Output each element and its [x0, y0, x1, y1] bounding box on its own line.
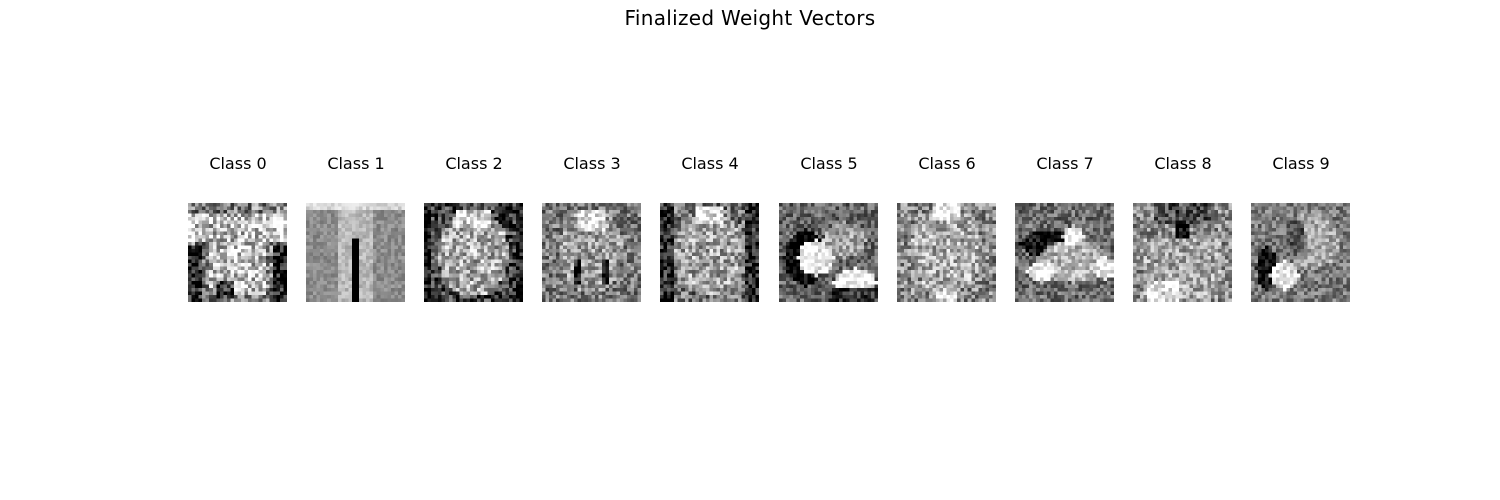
figure-title: Finalized Weight Vectors — [0, 6, 1500, 30]
weight-panel: Class 5 — [779, 154, 879, 302]
weight-image — [660, 203, 759, 302]
weight-image — [779, 203, 878, 302]
weight-panel: Class 6 — [897, 154, 997, 302]
weight-panel: Class 8 — [1133, 154, 1233, 302]
weight-panel: Class 2 — [424, 154, 524, 302]
weight-image — [1133, 203, 1232, 302]
weight-image — [424, 203, 523, 302]
weight-image — [306, 203, 405, 302]
weight-image — [1251, 203, 1350, 302]
weight-image — [542, 203, 641, 302]
weight-image — [1015, 203, 1114, 302]
weight-panel: Class 9 — [1251, 154, 1351, 302]
weight-panel: Class 7 — [1015, 154, 1115, 302]
weight-image — [897, 203, 996, 302]
weight-panel: Class 0 — [188, 154, 288, 302]
weight-panel: Class 4 — [660, 154, 760, 302]
weight-panel: Class 1 — [306, 154, 406, 302]
weight-panel: Class 3 — [542, 154, 642, 302]
panel-label: Class 9 — [1231, 154, 1371, 174]
weight-image — [188, 203, 287, 302]
